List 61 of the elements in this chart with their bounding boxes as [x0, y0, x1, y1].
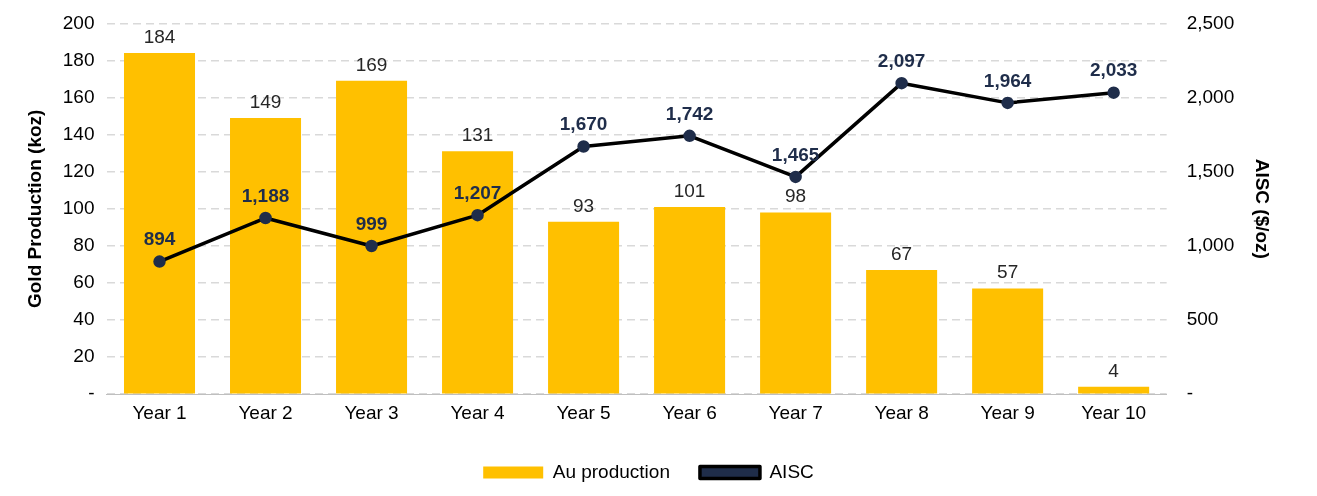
bar	[760, 212, 832, 394]
y-tick-label: 140	[62, 122, 95, 144]
y2-tick-label: 1,500	[1186, 159, 1235, 181]
y2-axis-title: AISC ($/oz)	[1252, 158, 1274, 259]
data-label: 184	[143, 25, 176, 47]
data-label: 1,465	[771, 143, 820, 165]
bar	[548, 221, 620, 394]
y2-tick-label: 2,000	[1186, 85, 1235, 107]
bar	[123, 53, 196, 394]
y2-tick-label: -	[1186, 382, 1193, 404]
x-tick-label: Year 10	[1081, 401, 1147, 423]
data-label: 131	[461, 124, 494, 146]
bar	[866, 269, 938, 394]
x-tick-label: Year 5	[556, 401, 611, 423]
data-label: 67	[891, 242, 913, 264]
bar	[336, 80, 408, 394]
y-tick-label: 160	[62, 85, 95, 107]
x-tick-label: Year 4	[450, 401, 506, 423]
bar	[654, 206, 726, 394]
legend-label: AISC	[769, 460, 814, 482]
x-tick-label: Year 9	[980, 401, 1035, 423]
x-tick-label: Year 7	[768, 401, 823, 423]
y-tick-label: 120	[62, 159, 95, 181]
y-tick-label: 80	[73, 234, 95, 256]
data-label: 149	[249, 90, 282, 112]
x-tick-label: Year 1	[132, 401, 187, 423]
y-tick-label: 200	[62, 11, 95, 33]
data-label: 999	[355, 212, 388, 234]
y2-tick-label: 2,500	[1186, 11, 1235, 33]
y-tick-label: 100	[62, 197, 95, 219]
y-tick-label: 20	[73, 345, 95, 367]
x-tick-label: Year 6	[662, 401, 717, 423]
data-label: 2,097	[877, 49, 926, 71]
bar	[442, 151, 514, 394]
data-label: 4	[1108, 359, 1120, 381]
data-label: 169	[355, 53, 388, 75]
data-label: 98	[785, 185, 807, 207]
bar	[230, 117, 302, 394]
data-label: 2,033	[1089, 59, 1138, 81]
data-label: 1,207	[453, 181, 502, 203]
y-tick-label: 60	[73, 271, 95, 293]
y-axis-title: Gold Production (koz)	[23, 109, 45, 309]
legend-label: Au production	[552, 460, 670, 482]
y-tick-label: 40	[73, 308, 95, 330]
x-tick-label: Year 8	[874, 401, 929, 423]
y-tick-label: -	[88, 382, 95, 404]
x-tick-label: Year 2	[238, 401, 293, 423]
data-label: 1,670	[559, 113, 608, 135]
data-label: 1,964	[983, 69, 1032, 91]
bar	[972, 288, 1044, 394]
y2-tick-label: 500	[1186, 308, 1219, 330]
data-label: 894	[143, 228, 176, 250]
y-tick-label: 180	[62, 48, 95, 70]
x-tick-label: Year 3	[344, 401, 399, 423]
bar	[1078, 386, 1150, 394]
data-label: 101	[673, 179, 706, 201]
data-label: 57	[997, 261, 1019, 283]
y2-tick-label: 1,000	[1186, 234, 1235, 256]
data-label: 1,742	[665, 102, 714, 124]
data-label: 1,188	[241, 184, 290, 206]
data-label: 93	[573, 194, 595, 216]
